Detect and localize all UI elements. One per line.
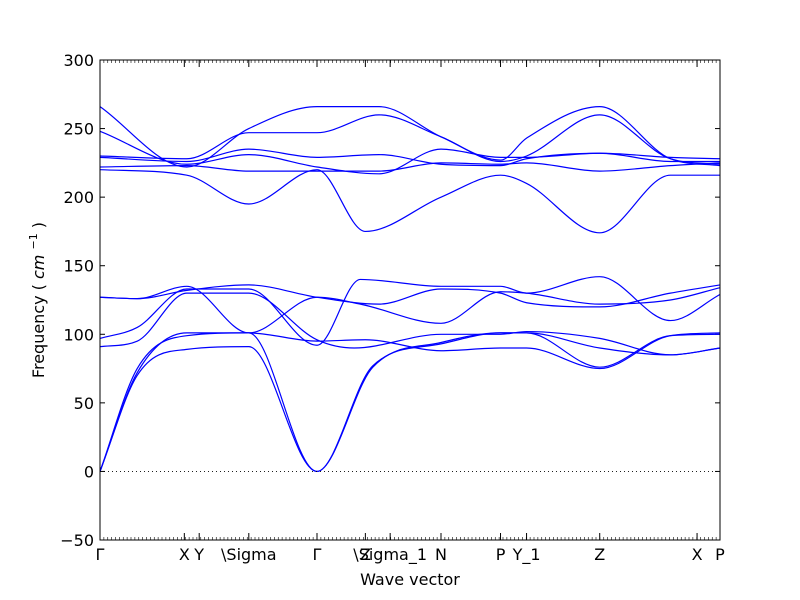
phonon-band-8 (99, 169, 720, 234)
y-tick-label: 300 (63, 51, 94, 70)
y-axis-label-text: Frequency (29, 295, 48, 378)
y-tick-label: −50 (60, 531, 94, 550)
x-tick-label: X (692, 545, 703, 564)
y-tick-label: 50 (74, 394, 94, 413)
x-tick-label: \Sigma (221, 545, 277, 564)
y-axis-label: Frequency ( cm −1 ) (22, 222, 48, 378)
tick-layer (99, 59, 721, 541)
y-tick-label: 200 (63, 188, 94, 207)
x-tick-label: \Sigma_1 (353, 545, 427, 565)
phonon-band-2 (99, 332, 721, 473)
series-layer (99, 106, 721, 473)
phonon-band-13 (99, 130, 720, 175)
y-axis-unit-close: ) (29, 222, 48, 228)
y-tick-label: 0 (84, 462, 94, 481)
x-tick-label: P (496, 545, 506, 564)
x-axis-label: Wave vector (360, 570, 460, 589)
phonon-band-4 (99, 292, 721, 356)
phonon-band-12 (99, 106, 721, 168)
x-tick-label: P (715, 545, 725, 564)
x-tick-label: Z (360, 545, 371, 564)
y-tick-label: 150 (63, 257, 94, 276)
x-tick-label: Γ (313, 545, 322, 564)
phonon-band-10 (99, 148, 721, 167)
y-axis-unit-base: cm (29, 255, 48, 279)
y-tick-label: 250 (63, 120, 94, 139)
x-tick-label: Γ (96, 545, 105, 564)
phonon-band-1 (99, 332, 721, 472)
y-axis-unit-open: ( (29, 284, 48, 290)
x-tick-label: X (179, 545, 190, 564)
x-tick-label: N (435, 545, 447, 564)
y-axis-unit-exponent: −1 (27, 233, 40, 249)
x-tick-label: Y (193, 545, 204, 564)
x-tick-label: Z (594, 545, 605, 564)
x-tick-label: Y_1 (512, 545, 541, 565)
phonon-band-5 (99, 276, 721, 346)
phonon-band-3 (99, 332, 721, 473)
y-tick-label: 100 (63, 325, 94, 344)
plot-frame (99, 59, 721, 541)
phonon-band-7 (99, 284, 721, 308)
phonon-band-6 (99, 285, 721, 334)
phonon-band-9 (99, 162, 721, 172)
